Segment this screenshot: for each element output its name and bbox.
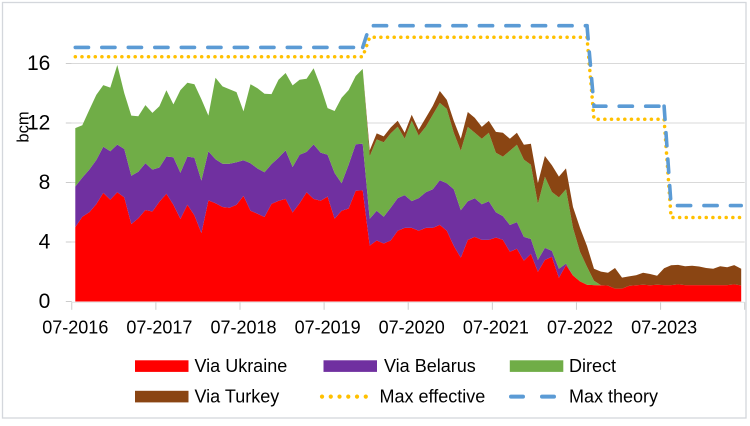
svg-text:07-2020: 07-2020 bbox=[379, 318, 445, 338]
svg-text:07-2019: 07-2019 bbox=[295, 318, 361, 338]
svg-text:Via Ukraine: Via Ukraine bbox=[195, 356, 288, 376]
svg-text:Via Belarus: Via Belarus bbox=[384, 356, 476, 376]
svg-text:07-2022: 07-2022 bbox=[547, 318, 613, 338]
svg-text:07-2016: 07-2016 bbox=[42, 318, 108, 338]
svg-text:12: 12 bbox=[27, 111, 50, 134]
svg-text:07-2023: 07-2023 bbox=[631, 318, 697, 338]
svg-text:07-2017: 07-2017 bbox=[126, 318, 192, 338]
svg-text:0: 0 bbox=[39, 290, 51, 313]
svg-text:16: 16 bbox=[27, 52, 50, 75]
svg-text:07-2018: 07-2018 bbox=[210, 318, 276, 338]
svg-text:07-2021: 07-2021 bbox=[463, 318, 529, 338]
svg-text:Max theory: Max theory bbox=[569, 387, 658, 407]
svg-text:Direct: Direct bbox=[569, 356, 616, 376]
svg-text:Max effective: Max effective bbox=[380, 387, 486, 407]
svg-text:8: 8 bbox=[39, 171, 51, 194]
svg-text:4: 4 bbox=[39, 230, 51, 253]
svg-text:Via Turkey: Via Turkey bbox=[195, 387, 280, 407]
svg-text:bcm: bcm bbox=[14, 111, 32, 142]
